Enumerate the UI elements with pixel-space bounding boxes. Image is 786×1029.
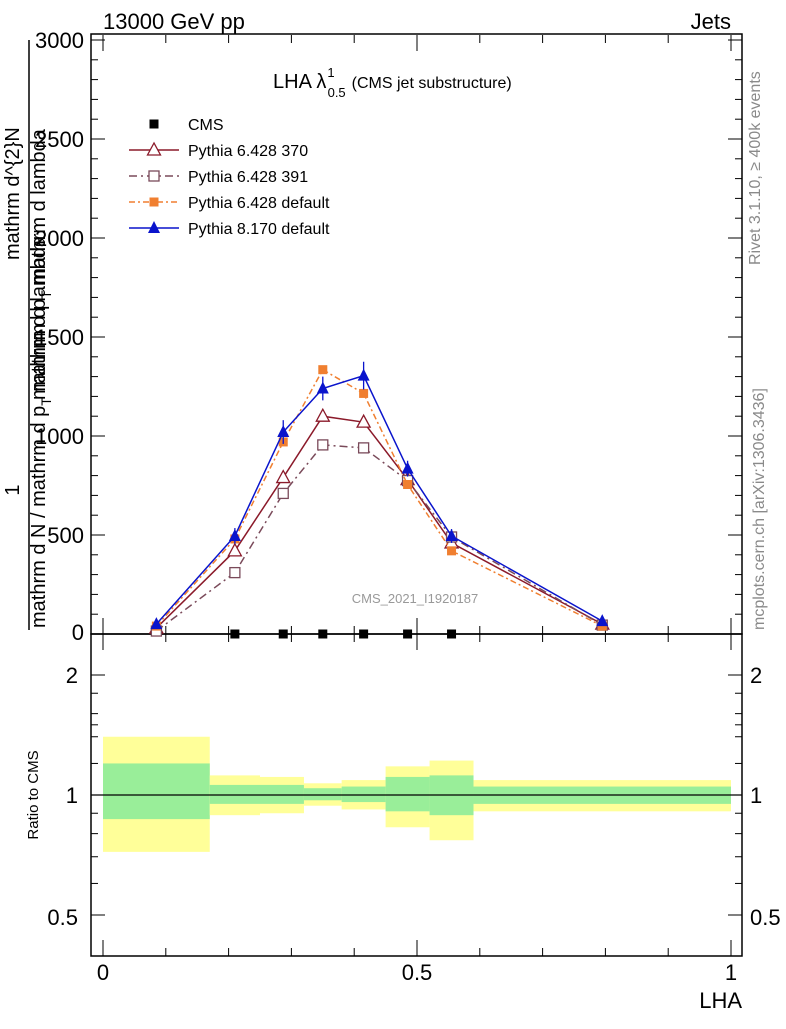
data-point [317,439,329,451]
ratio-band-inner [209,784,260,804]
y-label-numerator: 1 [2,484,24,495]
y-tick-label-1500: 1500 [35,325,84,350]
data-point [359,629,369,639]
data-point [596,614,609,627]
legend-label: Pythia 6.428 default [188,195,330,212]
data-point [357,442,370,454]
data-point [445,528,458,541]
x-tick-label-1: 1 [725,960,737,985]
series-2 [150,439,608,637]
ratio-tick-label-05-left: 0.5 [47,905,78,930]
data-point [277,487,289,500]
beam-label: 13000 GeV pp [103,9,245,34]
plot-title: LHA λ1 0.5(CMS jet substructure) [273,65,512,100]
series-4 [150,361,609,630]
data-series [148,361,610,639]
y-tick-label-0: 0 [72,620,84,645]
y-tick-label-3000: 3000 [35,28,84,53]
data-point [277,425,290,438]
data-point [401,461,414,474]
ratio-band-inner [303,788,342,801]
data-point [229,566,241,579]
legend-marker [148,221,160,233]
ratio-y-label: Ratio to CMS [25,750,42,839]
x-tick-label-05: 0.5 [402,960,433,985]
x-tick-label-0: 0 [97,960,109,985]
analysis-watermark: CMS_2021_I1920187 [352,591,479,606]
data-point [356,413,372,428]
series-0 [230,629,457,639]
data-point [227,542,243,557]
axis-ticks [91,35,742,956]
y-axis-label-main: 1 mathrm d N / mathrm d pT mathrm d lamb… [2,40,54,630]
category-label: Jets [691,9,731,34]
ratio-band-inner [260,784,304,804]
legend-label: Pythia 6.428 391 [188,169,308,186]
series-line [155,444,603,632]
data-point [359,388,369,398]
y-label-overlay-bottom: mathrm d pT mathrm d lambda [28,128,54,400]
data-point [230,629,240,639]
ratio-tick-label-1-right: 1 [750,783,762,808]
ratio-band-inner [103,763,210,820]
axis-tick-labels: 500 1000 1500 2000 2500 3000 0 2 1 0.5 2… [35,28,781,985]
data-point [316,381,329,394]
legend-marker [148,170,160,182]
series-line [155,415,603,629]
ratio-tick-label-05-right: 0.5 [750,905,781,930]
legend-label: CMS [188,117,224,134]
ratio-band-inner [385,776,430,812]
legend-label: Pythia 8.170 default [188,221,330,238]
data-point [278,629,288,639]
data-point [275,469,291,484]
data-point [403,480,413,490]
data-point [315,407,331,422]
y-label-overlay-top: mathrm d^{2}N [2,127,24,260]
data-point [403,629,413,639]
legend-label: Pythia 6.428 370 [188,143,308,160]
legend-marker [146,141,162,156]
data-point [447,629,457,639]
legend-marker [149,197,159,207]
data-point [447,546,457,556]
y-label-denominator: mathrm d N / mathrm d pT mathrm d lambda [28,235,54,628]
data-point [318,629,328,639]
ratio-bands [103,736,731,852]
legend-marker [149,119,159,129]
x-axis-label: LHA [699,988,742,1013]
ratio-tick-label-1-left: 1 [66,783,78,808]
series-line [155,374,603,625]
data-point [318,365,328,375]
legend: CMS Pythia 6.428 370 Pythia 6.428 391 Pythi… [129,117,330,238]
data-point [357,368,370,381]
ratio-tick-label-2-right: 2 [750,663,762,688]
y-tick-label-2000: 2000 [35,226,84,251]
data-point [228,528,241,541]
data-point [150,617,163,630]
y-tick-label-2500: 2500 [35,127,84,152]
ratio-tick-label-2-left: 2 [66,663,78,688]
rivet-label: Rivet 3.1.10, ≥ 400k events [747,71,764,265]
ratio-band-inner [341,786,386,803]
mcplots-label: mcplots.cern.ch [arXiv:1306.3436] [751,388,768,630]
y-tick-label-1000: 1000 [35,424,84,449]
y-tick-label-500: 500 [47,523,84,548]
